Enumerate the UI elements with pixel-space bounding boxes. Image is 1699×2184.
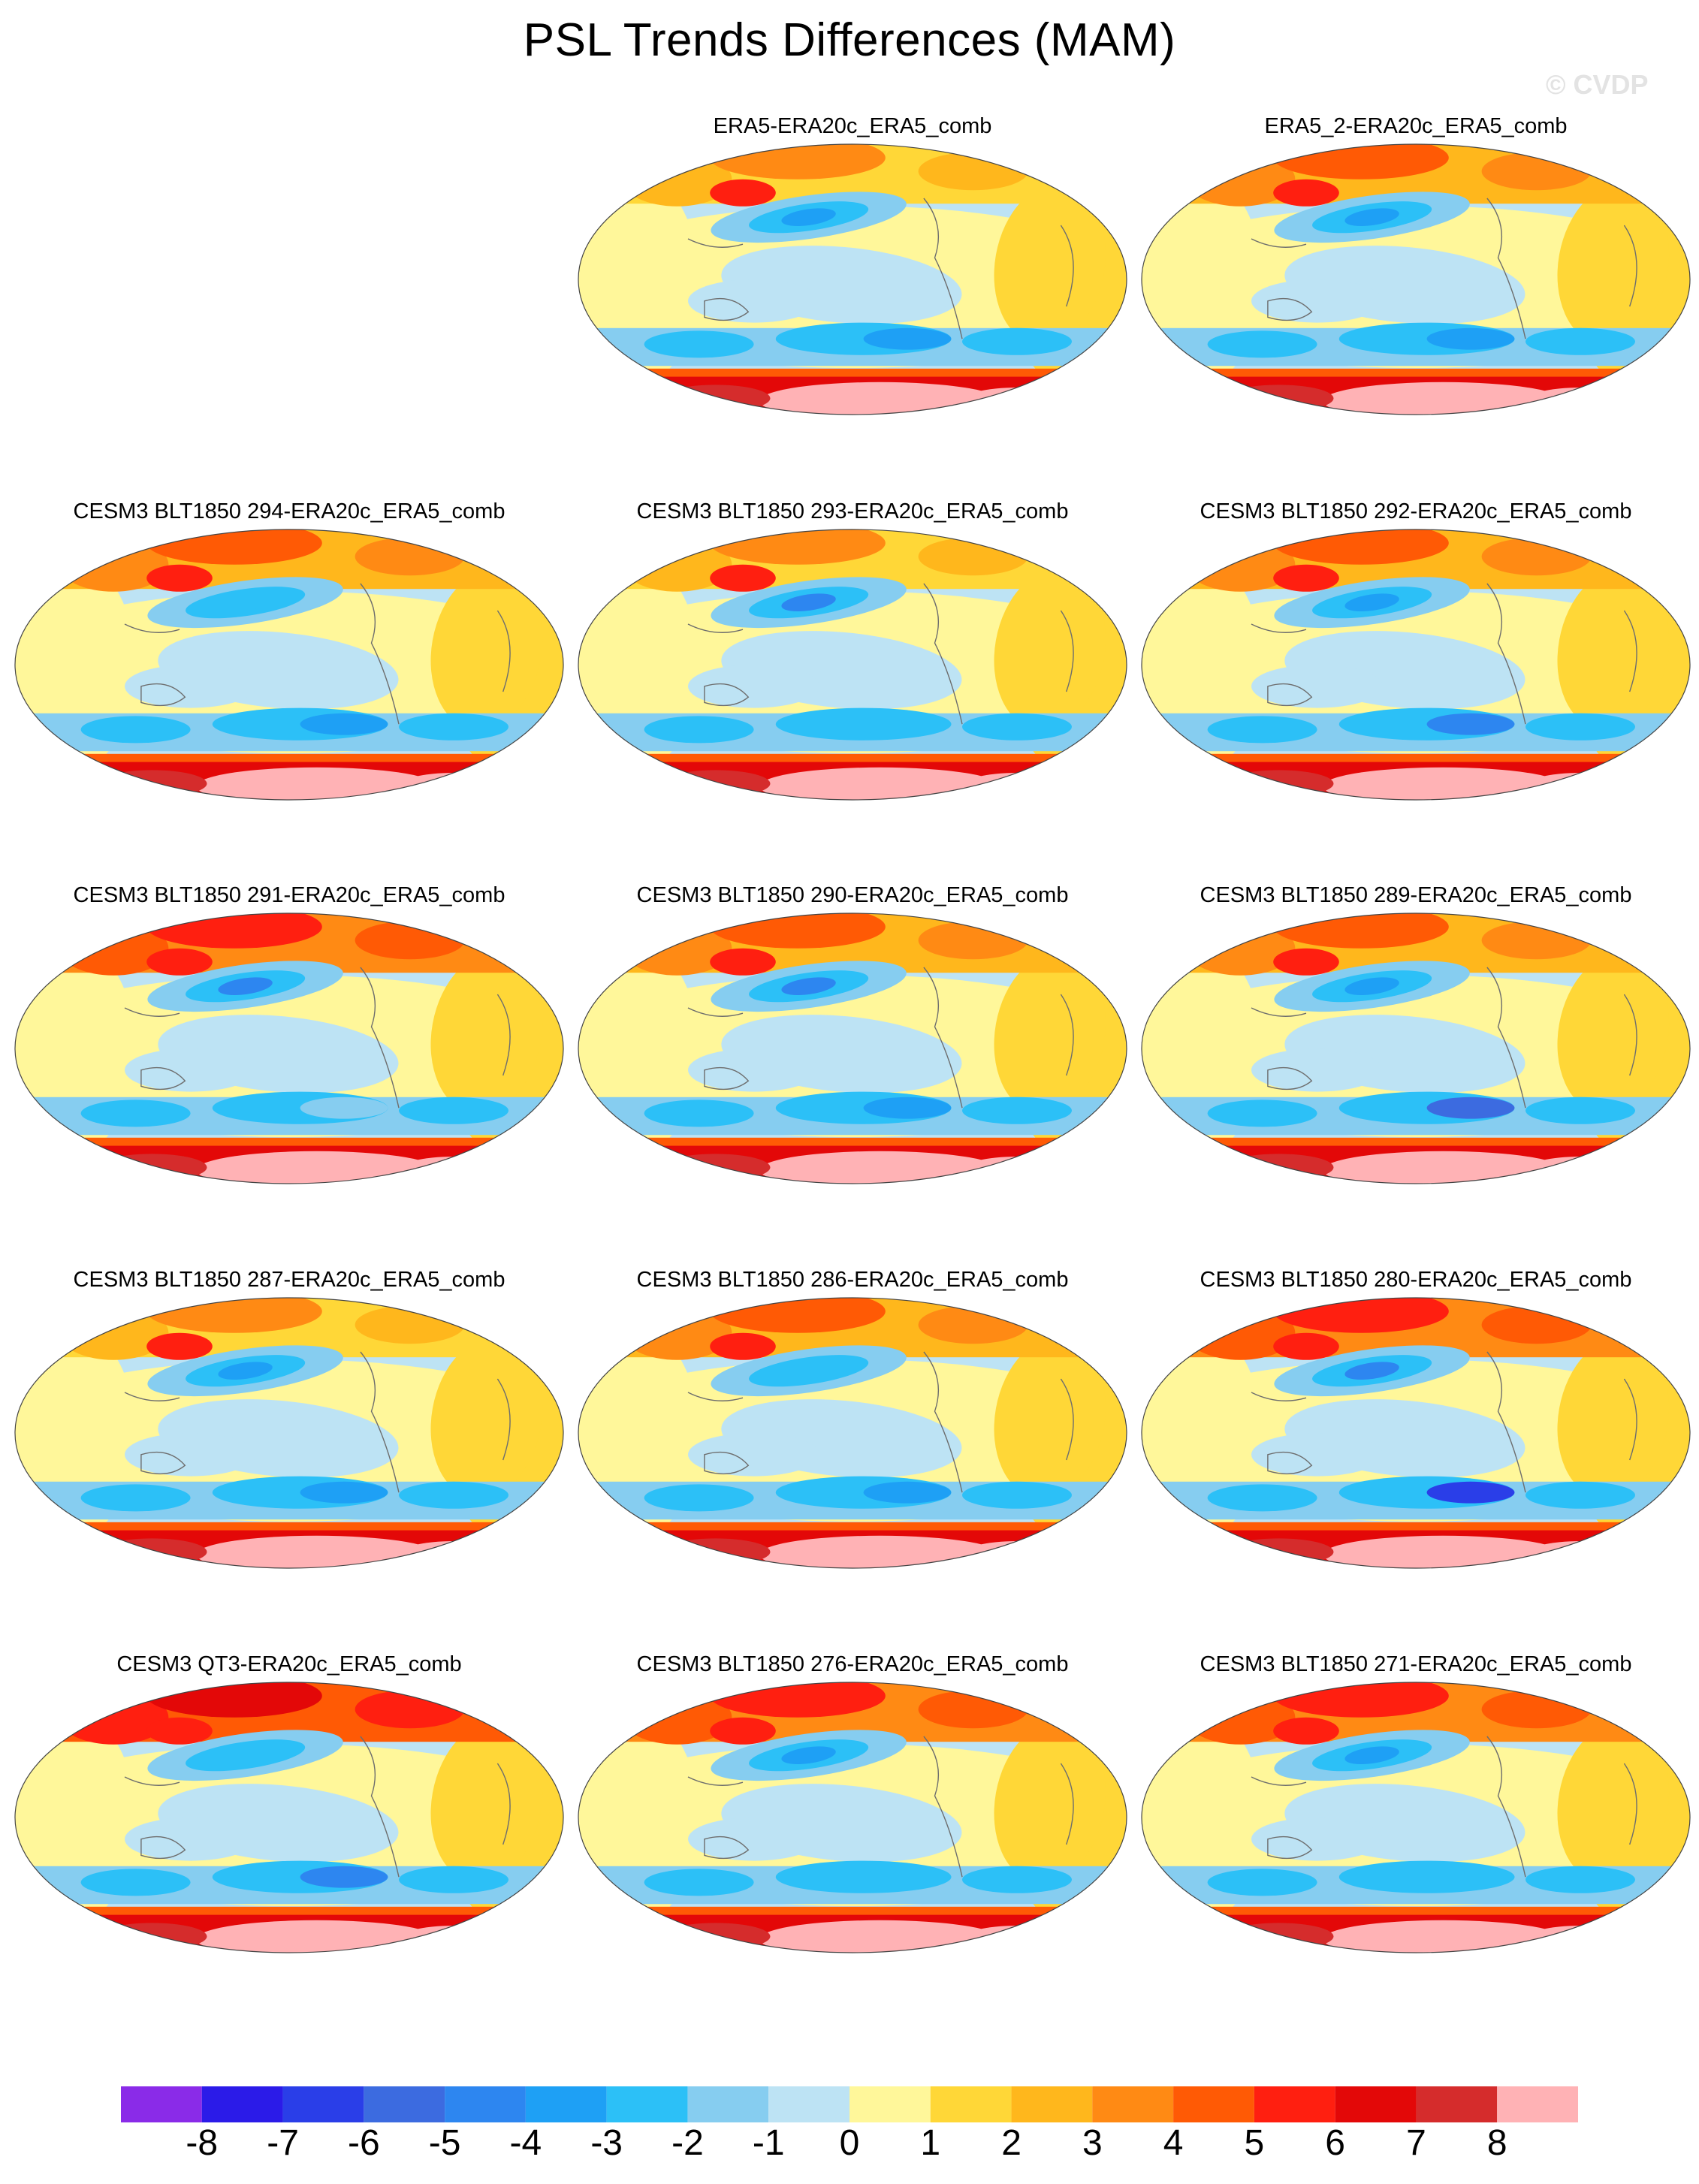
- panel-title: CESM3 BLT1850 291-ERA20c_ERA5_comb: [73, 883, 505, 907]
- panel-title: CESM3 BLT1850 294-ERA20c_ERA5_comb: [73, 499, 505, 523]
- panel-title: CESM3 BLT1850 280-ERA20c_ERA5_comb: [1200, 1268, 1632, 1292]
- panel-title: CESM3 BLT1850 271-ERA20c_ERA5_comb: [1200, 1652, 1632, 1676]
- colorbar-tick-label: -3: [590, 2123, 623, 2163]
- panel-title: CESM3 BLT1850 276-ERA20c_ERA5_comb: [636, 1652, 1069, 1676]
- panel-title: ERA5_2-ERA20c_ERA5_comb: [1264, 114, 1568, 138]
- colorbar-tick-label: 8: [1486, 2123, 1507, 2163]
- colorbar-tick-label: -7: [267, 2123, 299, 2163]
- colorbar-tick-label: -5: [428, 2123, 461, 2163]
- colorbar-tick-label: 7: [1406, 2123, 1426, 2163]
- colorbar-segment: [525, 2086, 607, 2122]
- figure-title: PSL Trends Differences (MAM): [523, 14, 1176, 66]
- colorbar-segment: [1254, 2086, 1335, 2122]
- colorbar-segment: [445, 2086, 526, 2122]
- trend-map: [1141, 1297, 1691, 1569]
- colorbar-segment: [850, 2086, 931, 2122]
- panel-title: CESM3 BLT1850 289-ERA20c_ERA5_comb: [1200, 883, 1632, 907]
- colorbar-tick-label: -4: [509, 2123, 542, 2163]
- colorbar-tick-label: 5: [1244, 2123, 1265, 2163]
- trend-map: [1141, 529, 1691, 801]
- trend-map: [578, 1682, 1127, 1953]
- colorbar-segment: [1335, 2086, 1417, 2122]
- trend-map: [14, 1682, 564, 1953]
- colorbar-tick-label: 1: [920, 2123, 941, 2163]
- trend-map: [1141, 143, 1691, 415]
- trend-map: [578, 913, 1127, 1184]
- panel-title: CESM3 BLT1850 286-ERA20c_ERA5_comb: [636, 1268, 1069, 1292]
- colorbar-segment: [1416, 2086, 1498, 2122]
- trend-map: [578, 1297, 1127, 1569]
- colorbar-segment: [364, 2086, 445, 2122]
- colorbar-segment: [606, 2086, 688, 2122]
- trend-map: [14, 1297, 564, 1569]
- trend-map: [14, 529, 564, 801]
- colorbar-tick-label: 3: [1082, 2123, 1103, 2163]
- panel-title: CESM3 BLT1850 292-ERA20c_ERA5_comb: [1200, 499, 1632, 523]
- colorbar-segment: [1173, 2086, 1254, 2122]
- colorbar-tick-label: 2: [1001, 2123, 1022, 2163]
- colorbar-tick-label: 4: [1163, 2123, 1184, 2163]
- panel-title: ERA5-ERA20c_ERA5_comb: [713, 114, 992, 138]
- trend-map: [14, 913, 564, 1184]
- trend-map: [1141, 1682, 1691, 1953]
- colorbar-segment: [1011, 2086, 1093, 2122]
- panel-title: CESM3 BLT1850 287-ERA20c_ERA5_comb: [73, 1268, 505, 1292]
- panel-title: CESM3 BLT1850 290-ERA20c_ERA5_comb: [636, 883, 1069, 907]
- colorbar-segment: [1092, 2086, 1174, 2122]
- colorbar-segment: [687, 2086, 769, 2122]
- cvdp-watermark: © CVDP: [1546, 69, 1649, 100]
- colorbar-tick-label: 6: [1325, 2123, 1345, 2163]
- colorbar-segment: [930, 2086, 1012, 2122]
- trend-map: [578, 529, 1127, 801]
- colorbar-segment: [282, 2086, 364, 2122]
- colorbar-tick-label: -1: [752, 2123, 785, 2163]
- colorbar-segment: [1497, 2086, 1578, 2122]
- trend-map: [1141, 913, 1691, 1184]
- panel-title: CESM3 BLT1850 293-ERA20c_ERA5_comb: [636, 499, 1069, 523]
- colorbar-segment: [121, 2086, 202, 2122]
- colorbar-tick-label: -2: [671, 2123, 704, 2163]
- panel-title: CESM3 QT3-ERA20c_ERA5_comb: [116, 1652, 462, 1676]
- trend-map: [578, 143, 1127, 415]
- colorbar: [121, 2086, 1578, 2122]
- colorbar-tick-label: -8: [186, 2123, 219, 2163]
- colorbar-tick-label: 0: [839, 2123, 860, 2163]
- colorbar-tick-label: -6: [347, 2123, 380, 2163]
- colorbar-segment: [201, 2086, 283, 2122]
- colorbar-segment: [768, 2086, 850, 2122]
